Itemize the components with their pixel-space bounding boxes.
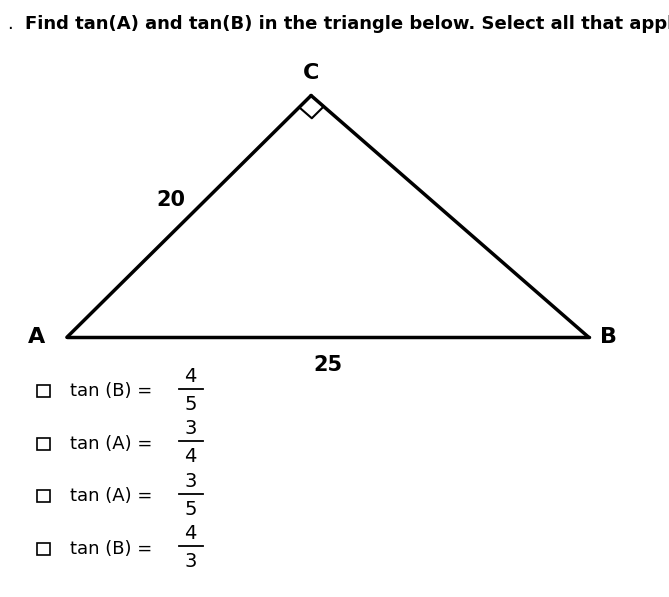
Text: 5: 5 <box>185 500 197 519</box>
Text: 5: 5 <box>185 395 197 414</box>
Text: Find tan(A) and tan(B) in the triangle below. Select all that apply.: Find tan(A) and tan(B) in the triangle b… <box>25 15 669 33</box>
Text: 25: 25 <box>313 355 343 376</box>
Text: 3: 3 <box>185 419 197 438</box>
Text: A: A <box>28 327 45 347</box>
FancyBboxPatch shape <box>37 438 50 450</box>
Text: .: . <box>8 15 19 33</box>
Text: B: B <box>600 327 617 347</box>
Text: tan (A) =: tan (A) = <box>70 435 159 453</box>
Text: 3: 3 <box>185 552 197 571</box>
Text: 4: 4 <box>185 367 197 386</box>
Text: 3: 3 <box>185 472 197 491</box>
Text: C: C <box>303 63 319 83</box>
Text: 4: 4 <box>185 447 197 466</box>
Text: 20: 20 <box>156 190 185 210</box>
Text: tan (B) =: tan (B) = <box>70 382 159 400</box>
Text: tan (A) =: tan (A) = <box>70 487 159 505</box>
Text: tan (B) =: tan (B) = <box>70 540 159 558</box>
FancyBboxPatch shape <box>37 385 50 397</box>
Text: 4: 4 <box>185 524 197 543</box>
FancyBboxPatch shape <box>37 490 50 502</box>
FancyBboxPatch shape <box>37 543 50 555</box>
